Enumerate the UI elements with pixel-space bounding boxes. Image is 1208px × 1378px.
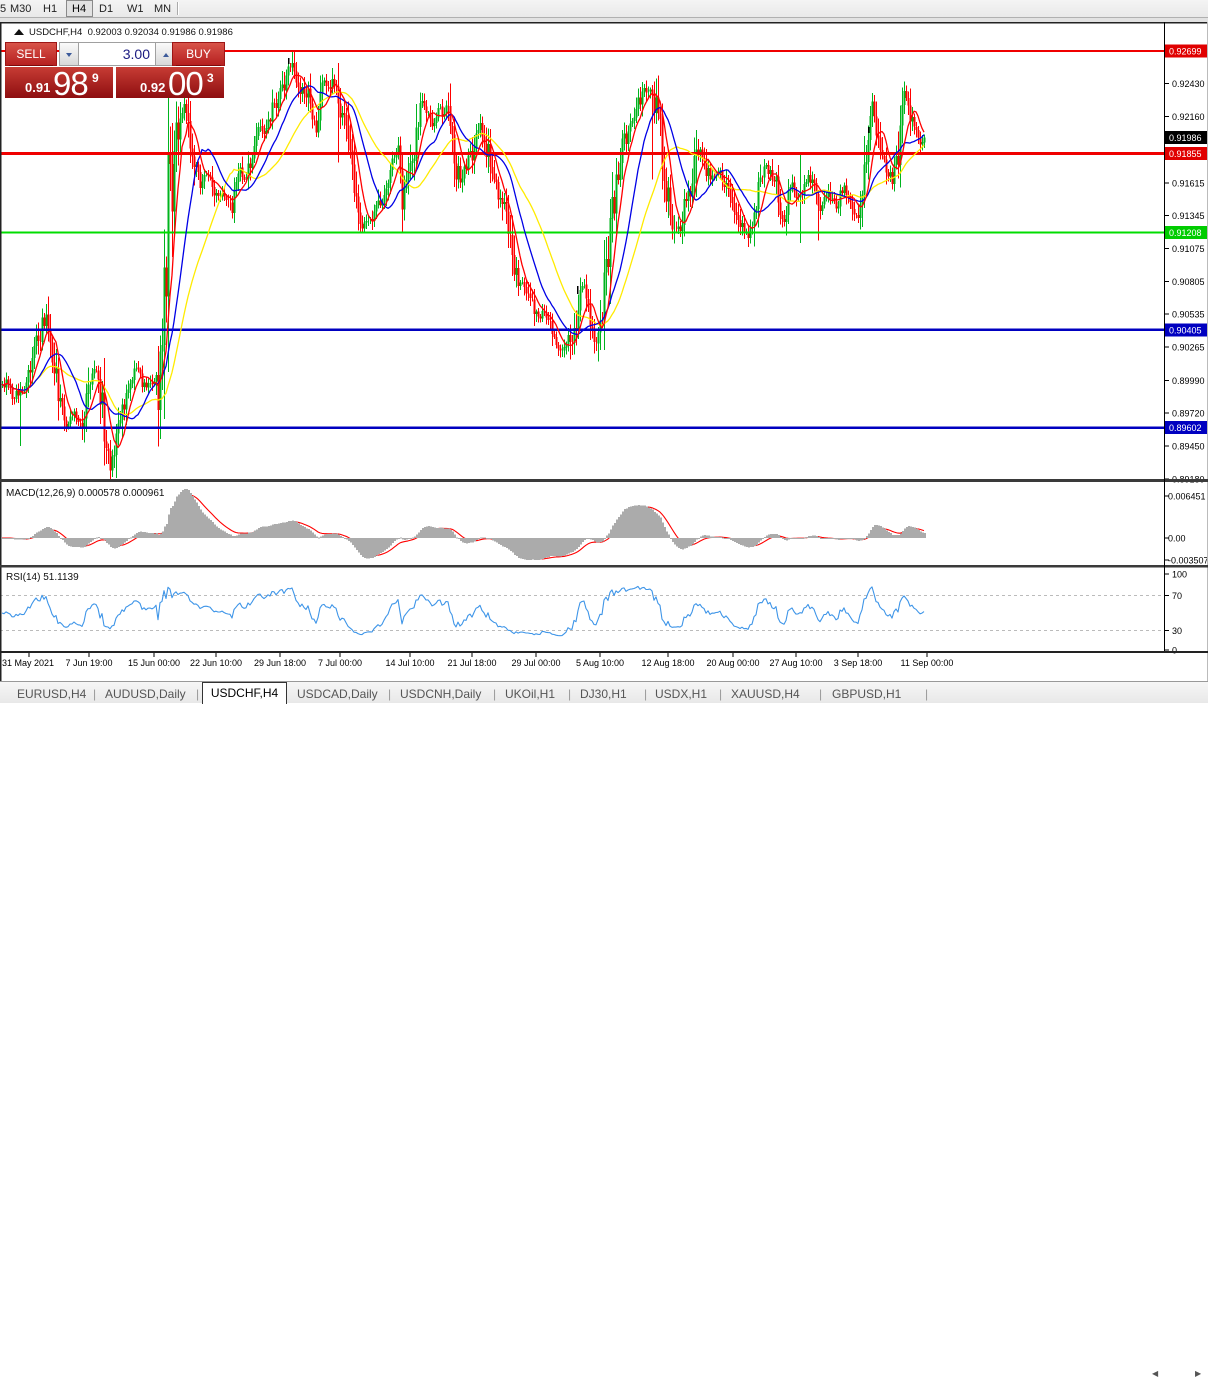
svg-text:5 Aug 10:00: 5 Aug 10:00	[576, 658, 624, 668]
svg-text:0.90535: 0.90535	[1172, 310, 1205, 320]
svg-text:0.00: 0.00	[1168, 534, 1186, 544]
svg-text:0.92699: 0.92699	[1169, 47, 1202, 57]
svg-text:21 Jul 18:00: 21 Jul 18:00	[447, 658, 496, 668]
svg-text:0.89720: 0.89720	[1172, 409, 1205, 419]
svg-text:0.92160: 0.92160	[1172, 112, 1205, 122]
svg-text:3 Sep 18:00: 3 Sep 18:00	[834, 658, 883, 668]
svg-text:70: 70	[1172, 591, 1182, 601]
svg-text:0: 0	[1172, 646, 1177, 656]
svg-text:7 Jun 19:00: 7 Jun 19:00	[65, 658, 112, 668]
svg-text:0.90405: 0.90405	[1169, 325, 1202, 335]
svg-text:7 Jul 00:00: 7 Jul 00:00	[318, 658, 362, 668]
svg-text:20 Aug 00:00: 20 Aug 00:00	[706, 658, 759, 668]
svg-text:11 Sep 00:00: 11 Sep 00:00	[901, 658, 954, 668]
svg-text:29 Jun 18:00: 29 Jun 18:00	[254, 658, 306, 668]
svg-text:30: 30	[1172, 626, 1182, 636]
svg-text:27 Aug 10:00: 27 Aug 10:00	[769, 658, 822, 668]
svg-text:0.92430: 0.92430	[1172, 79, 1205, 89]
svg-text:0.89990: 0.89990	[1172, 376, 1205, 386]
svg-text:0.90265: 0.90265	[1172, 342, 1205, 352]
svg-text:0.90805: 0.90805	[1172, 277, 1205, 287]
svg-text:0.91986: 0.91986	[1169, 133, 1202, 143]
svg-text:0.91075: 0.91075	[1172, 244, 1205, 254]
svg-text:-0.003507: -0.003507	[1168, 556, 1208, 566]
svg-text:31 May 2021: 31 May 2021	[2, 658, 54, 668]
svg-text:12 Aug 18:00: 12 Aug 18:00	[641, 658, 694, 668]
svg-text:15 Jun 00:00: 15 Jun 00:00	[128, 658, 180, 668]
svg-text:0.91615: 0.91615	[1172, 178, 1205, 188]
svg-text:0.91855: 0.91855	[1169, 149, 1202, 159]
svg-text:29 Jul 00:00: 29 Jul 00:00	[511, 658, 560, 668]
svg-text:22 Jun 10:00: 22 Jun 10:00	[190, 658, 242, 668]
svg-text:0.91208: 0.91208	[1169, 228, 1202, 238]
svg-text:0.91345: 0.91345	[1172, 211, 1205, 221]
svg-text:0.006451: 0.006451	[1168, 492, 1206, 502]
svg-text:0.89450: 0.89450	[1172, 442, 1205, 452]
svg-text:14 Jul 10:00: 14 Jul 10:00	[385, 658, 434, 668]
svg-text:100: 100	[1172, 570, 1187, 580]
svg-text:0.89602: 0.89602	[1169, 423, 1202, 433]
